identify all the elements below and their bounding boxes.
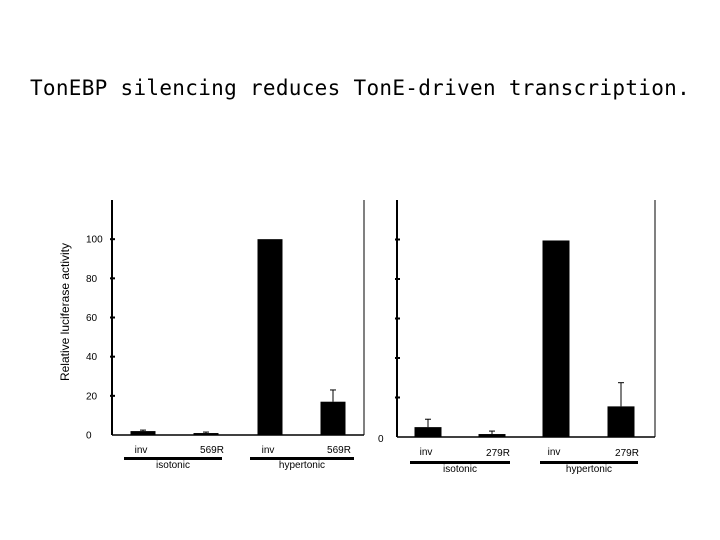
category-label: 569R — [200, 445, 224, 456]
bar — [607, 406, 635, 437]
category-label: 279R — [486, 448, 510, 459]
bar — [414, 427, 442, 437]
chart-279r: 0 inv 279R inv 279R isotonic hypertonic — [378, 200, 656, 475]
group-label: hypertonic — [566, 464, 612, 475]
y-tick-label: 60 — [86, 313, 98, 324]
group-label: hypertonic — [279, 460, 325, 471]
group-underline — [410, 461, 510, 464]
category-label: inv — [135, 445, 148, 456]
group-label: isotonic — [156, 460, 190, 471]
bar — [542, 240, 570, 437]
category-label: 279R — [615, 448, 639, 459]
group-underline — [540, 461, 638, 464]
category-label: inv — [262, 445, 275, 456]
y-tick-label: 100 — [86, 235, 103, 246]
chart-569r: 20 40 60 80 100 0 inv 569R inv 569R isotonic hypert… — [86, 200, 365, 471]
category-label: 569R — [327, 445, 351, 456]
category-label: inv — [420, 447, 433, 458]
bar — [193, 433, 219, 435]
bar — [257, 239, 283, 435]
y-tick-label: 40 — [86, 352, 98, 363]
bar — [478, 434, 506, 437]
group-underline — [124, 457, 222, 460]
bar — [130, 431, 156, 435]
y-tick-label: 0 — [378, 434, 384, 445]
bar — [320, 401, 346, 435]
slide-title: TonEBP silencing reduces TonE-driven tra… — [29, 76, 691, 100]
y-tick-label: 80 — [86, 274, 98, 285]
y-tick-label: 0 — [86, 431, 92, 442]
y-tick-label: 20 — [86, 391, 98, 402]
group-underline — [250, 457, 354, 460]
category-label: inv — [548, 447, 561, 458]
group-label: isotonic — [443, 464, 477, 475]
